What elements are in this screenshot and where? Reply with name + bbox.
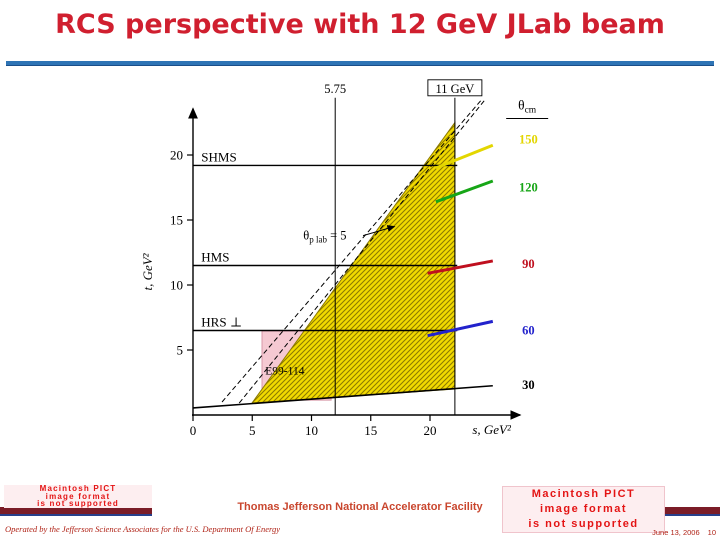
kinematic-limit-dashed-1	[238, 100, 485, 404]
theta-cm-contour-120	[435, 179, 494, 204]
y-tick-label: 15	[170, 213, 183, 228]
e99-label: E99-114	[265, 366, 304, 378]
theta-p-lab-annotation: θp lab = 5	[303, 229, 346, 245]
annotation-arrow	[362, 225, 396, 237]
date-and-page: June 13, 2006 10	[652, 528, 716, 537]
x-tick-label: 5	[249, 423, 256, 438]
y-tick-label: 10	[170, 278, 183, 293]
beam-label-box	[427, 79, 483, 97]
operated-by-note: Operated by the Jefferson Science Associ…	[5, 524, 281, 534]
theta-cm-value: 120	[519, 181, 538, 195]
slide-title: RCS perspective with 12 GeV JLab beam	[55, 9, 665, 40]
theta-cm-contour-150	[435, 143, 494, 170]
theta-cm-contour-60	[427, 319, 494, 338]
beam-label: 11 GeV	[436, 82, 475, 96]
pict-line: is not supported	[528, 518, 639, 530]
spectrometer-label: SHMS	[201, 149, 236, 164]
theta-cm-value: 90	[522, 257, 535, 271]
title-divider	[6, 61, 714, 66]
spectrometer-label: HMS	[201, 250, 229, 265]
footer-bar-left	[0, 507, 152, 514]
theta-cm-contour-90	[427, 259, 494, 275]
y-tick-label: 5	[177, 343, 184, 358]
pict-line: Macintosh PICT	[39, 484, 117, 493]
x-axis-title: s, GeV²	[472, 422, 512, 437]
footer-bar-left-underline	[0, 514, 152, 516]
pict-line: image format	[45, 491, 111, 501]
pict-line: image format	[539, 503, 628, 515]
x-tick-label: 15	[364, 423, 377, 438]
theta-cm-value: 150	[519, 132, 538, 146]
x-tick-label: 0	[190, 423, 197, 438]
pict-line: is not supported	[37, 499, 119, 508]
theta-cm-value: 30	[522, 378, 535, 392]
spectrometer-label: HRS ⊥	[201, 315, 242, 330]
y-axis-title: t, GeV²	[140, 252, 155, 290]
date: June 13, 2006	[652, 528, 700, 537]
theta-cm-contour-30	[192, 384, 493, 409]
broken-pict-placeholder-left: Macintosh PICT image format is not suppo…	[4, 485, 152, 508]
x-tick-label: 10	[305, 423, 318, 438]
theta-cm-header: θcm	[518, 98, 537, 116]
broken-pict-placeholder-right: Macintosh PICT image format is not suppo…	[502, 486, 665, 533]
x-tick-label: 20	[424, 423, 437, 438]
page-number: 10	[707, 528, 716, 537]
y-tick-label: 20	[170, 148, 183, 163]
facility-name: Thomas Jefferson National Accelerator Fa…	[237, 501, 483, 513]
pict-line: Macintosh PICT	[531, 488, 636, 500]
theta-cm-value: 60	[522, 324, 535, 338]
beam-label: 5.75	[324, 82, 346, 96]
kinematic-limit-dashed-0	[221, 100, 482, 403]
